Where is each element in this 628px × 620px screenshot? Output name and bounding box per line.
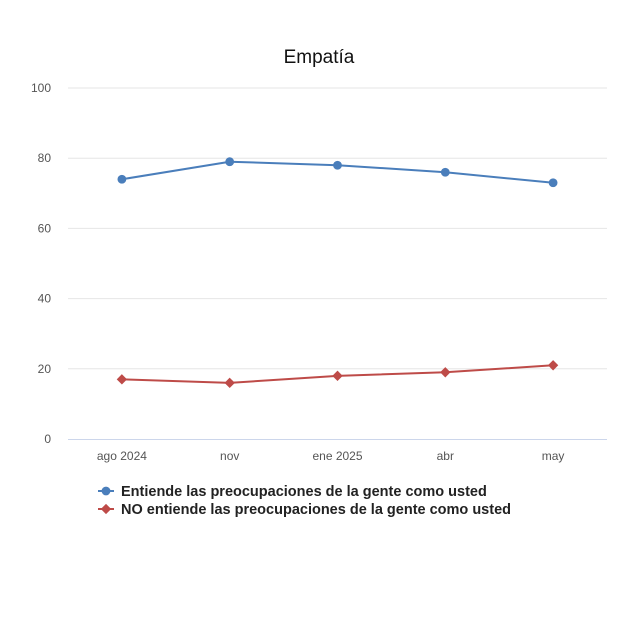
y-tick-label: 20 [38, 362, 52, 376]
data-point-diamond [332, 370, 343, 381]
y-tick-label: 40 [38, 292, 52, 306]
legend-label: NO entiende las preocupaciones de la gen… [121, 502, 511, 518]
data-point-circle [440, 167, 450, 177]
data-point-diamond [100, 503, 112, 515]
x-tick-label: may [542, 449, 565, 463]
y-tick-label: 60 [38, 221, 52, 235]
x-tick-label: nov [220, 449, 239, 463]
legend-label: Entiende las preocupaciones de la gente … [121, 484, 487, 500]
y-axis-ticks: 0 20 40 60 80 100 [31, 81, 51, 446]
x-tick-label: ago 2024 [97, 449, 147, 463]
data-point-circle [225, 157, 235, 167]
data-point-circle [101, 486, 111, 496]
data-point-circle [333, 160, 342, 170]
chart-title: Empatía [284, 47, 355, 68]
data-point-diamond [116, 374, 128, 385]
x-tick-label: abr [437, 449, 454, 463]
y-tick-label: 80 [38, 151, 52, 165]
legend: Entiende las preocupaciones de la gente … [98, 484, 511, 518]
x-axis-ticks: ago 2024 nov ene 2025 abr may [97, 449, 565, 463]
data-point-diamond [440, 367, 451, 378]
y-tick-label: 0 [44, 432, 51, 446]
data-point-circle [117, 174, 127, 184]
series-1 [117, 157, 558, 188]
legend-item[interactable]: Entiende las preocupaciones de la gente … [98, 484, 487, 500]
grid [68, 87, 607, 440]
series-layer [116, 157, 559, 389]
data-point-circle [548, 178, 558, 188]
series-2 [116, 360, 559, 389]
legend-item[interactable]: NO entiende las preocupaciones de la gen… [98, 502, 511, 518]
x-tick-label: ene 2025 [312, 449, 362, 463]
y-tick-label: 100 [31, 81, 51, 95]
data-point-diamond [224, 377, 235, 389]
data-point-diamond [547, 360, 559, 371]
